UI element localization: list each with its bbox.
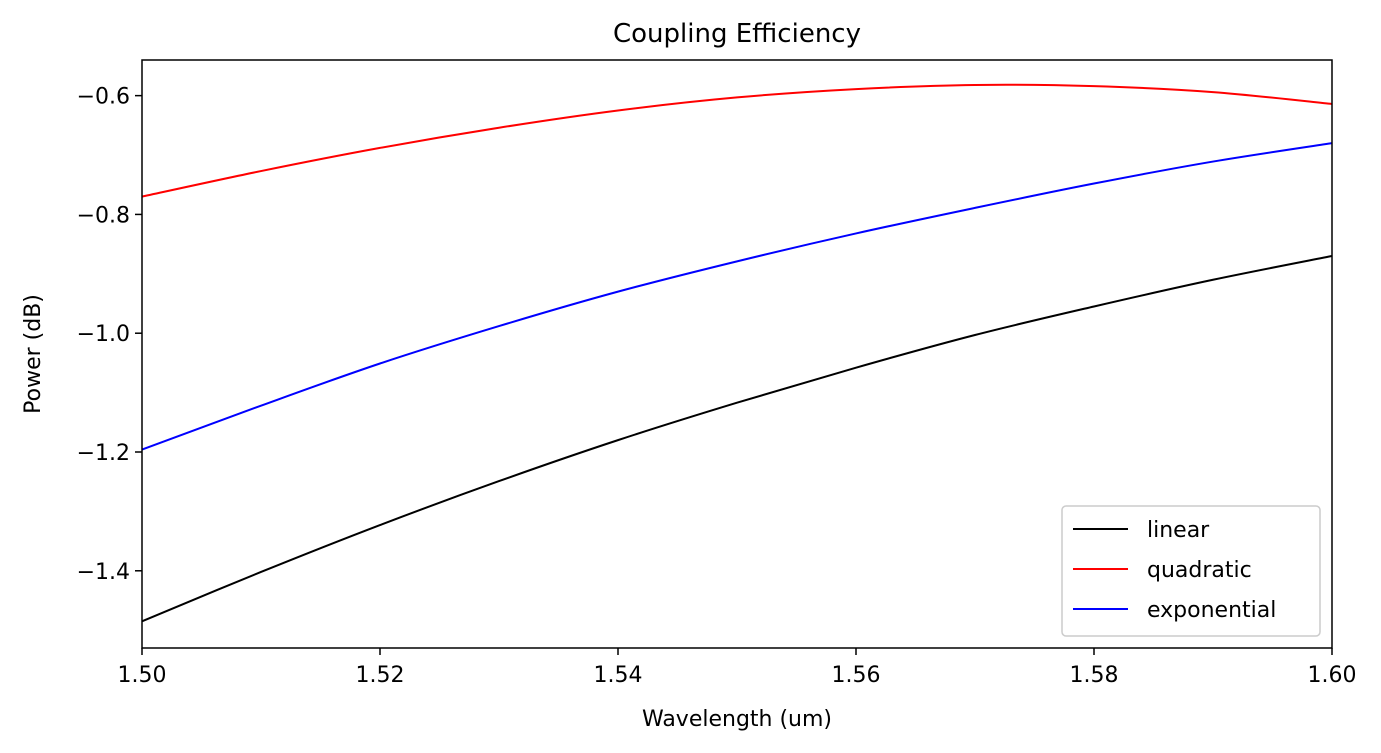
legend-box [1061, 505, 1321, 637]
y-axis-label: Power (dB) [21, 294, 46, 414]
y-tick-label: −0.6 [77, 85, 130, 110]
x-tick-label: 1.50 [118, 663, 167, 688]
y-tick-label: −1.0 [77, 322, 130, 347]
legend-label-quadratic: quadratic [1147, 558, 1252, 583]
legend: linear quadratic exponential [1061, 505, 1321, 637]
x-tick-label: 1.54 [594, 663, 643, 688]
y-tick-label: −0.8 [77, 203, 130, 228]
x-tick-label: 1.56 [832, 663, 881, 688]
x-tick-label: 1.58 [1070, 663, 1119, 688]
series-line-quadratic [141, 83, 1333, 198]
y-tick-label: −1.4 [77, 560, 130, 585]
y-axis: −1.4 −1.2 −1.0 −0.8 −0.6 [77, 85, 142, 585]
x-axis-label: Wavelength (um) [642, 707, 832, 732]
series-layer [141, 83, 1333, 623]
x-tick-label: 1.52 [356, 663, 405, 688]
chart-title: Coupling Efficiency [613, 19, 861, 49]
legend-label-exponential: exponential [1147, 598, 1276, 623]
series-line-linear [141, 255, 1333, 623]
x-axis: 1.50 1.52 1.54 1.56 1.58 1.60 [118, 648, 1357, 688]
legend-label-linear: linear [1147, 518, 1210, 543]
series-line-exponential [141, 142, 1333, 451]
y-tick-label: −1.2 [77, 441, 130, 466]
x-tick-label: 1.60 [1308, 663, 1357, 688]
plot-area-frame [141, 59, 1333, 649]
